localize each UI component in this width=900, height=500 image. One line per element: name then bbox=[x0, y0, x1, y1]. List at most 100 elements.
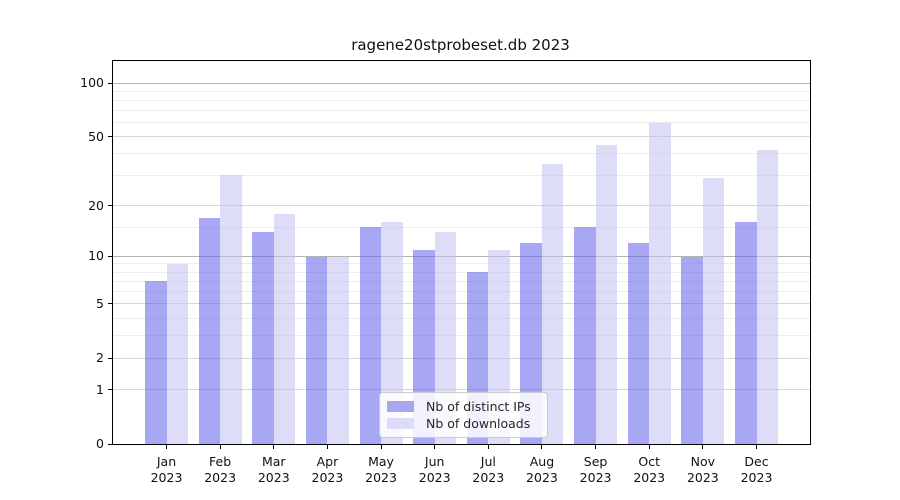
x-label-year: 2023 bbox=[472, 470, 505, 485]
x-label-month: Oct bbox=[638, 454, 661, 469]
bar-distinct-ips-oct bbox=[627, 243, 650, 444]
bar-distinct-ips-mar bbox=[252, 232, 274, 444]
y-tick-label: 2 bbox=[96, 350, 104, 366]
y-tick-mark bbox=[108, 443, 112, 445]
x-tick-label: Oct 2023 bbox=[619, 454, 679, 486]
x-tick-label: Jun 2023 bbox=[405, 454, 465, 486]
gridline-minor bbox=[113, 263, 810, 265]
gridline-major bbox=[113, 303, 810, 305]
x-tick-mark bbox=[487, 445, 489, 449]
y-tick-mark bbox=[108, 82, 112, 84]
x-label-year: 2023 bbox=[150, 470, 183, 485]
x-tick-mark bbox=[273, 445, 275, 449]
bar-downloads-dec bbox=[756, 149, 778, 444]
x-tick-mark bbox=[219, 445, 221, 449]
x-label-year: 2023 bbox=[418, 470, 451, 485]
x-label-year: 2023 bbox=[686, 470, 719, 485]
y-tick-label: 1 bbox=[96, 381, 104, 397]
gridline-minor bbox=[113, 280, 810, 282]
x-label-year: 2023 bbox=[311, 470, 344, 485]
x-label-year: 2023 bbox=[740, 470, 773, 485]
x-tick-mark bbox=[756, 445, 757, 449]
gridline-major bbox=[113, 255, 810, 257]
gridline-minor bbox=[113, 291, 810, 293]
bar-distinct-ips-apr bbox=[305, 256, 328, 444]
bar-downloads-jan bbox=[166, 263, 188, 444]
x-tick-mark bbox=[702, 445, 704, 449]
x-tick-mark bbox=[541, 445, 543, 449]
bar-downloads-may bbox=[381, 222, 403, 444]
bar-downloads-nov bbox=[702, 178, 725, 444]
bar-distinct-ips-feb bbox=[198, 217, 221, 444]
legend-swatch-distinct-ips bbox=[387, 401, 414, 412]
legend: Nb of distinct IPs Nb of downloads bbox=[379, 392, 548, 438]
x-label-month: Feb bbox=[209, 454, 232, 469]
x-tick-label: Jan 2023 bbox=[137, 454, 197, 486]
plot-area: Nb of distinct IPs Nb of downloads bbox=[112, 60, 811, 445]
bar-downloads-jun bbox=[434, 232, 457, 444]
x-tick-label: May 2023 bbox=[351, 454, 411, 486]
gridline-minor bbox=[113, 174, 810, 176]
y-tick-mark bbox=[108, 389, 112, 391]
legend-label-distinct-ips: Nb of distinct IPs bbox=[426, 399, 531, 414]
x-label-year: 2023 bbox=[257, 470, 290, 485]
legend-item: Nb of downloads bbox=[387, 415, 541, 432]
gridline-minor bbox=[113, 335, 810, 337]
x-tick-label: Nov 2023 bbox=[673, 454, 733, 486]
gridline-minor bbox=[113, 110, 810, 112]
x-label-month: Mar bbox=[261, 454, 286, 469]
x-label-month: Aug bbox=[529, 454, 555, 469]
bar-downloads-oct bbox=[649, 122, 671, 444]
gridline-minor bbox=[113, 122, 810, 124]
x-label-month: Apr bbox=[316, 454, 339, 469]
x-tick-label: Feb 2023 bbox=[190, 454, 250, 486]
x-tick-label: Aug 2023 bbox=[512, 454, 572, 486]
x-tick-label: Mar 2023 bbox=[244, 454, 304, 486]
gridline-minor bbox=[113, 99, 810, 101]
x-tick-label: Dec 2023 bbox=[727, 454, 787, 486]
bar-downloads-aug bbox=[541, 163, 564, 444]
x-tick-label: Apr 2023 bbox=[297, 454, 357, 486]
x-label-year: 2023 bbox=[365, 470, 397, 485]
x-label-month: Nov bbox=[690, 454, 716, 469]
y-tick-mark bbox=[108, 357, 112, 359]
x-label-year: 2023 bbox=[204, 470, 237, 485]
bar-distinct-ips-sep bbox=[574, 227, 596, 444]
x-tick-mark bbox=[166, 445, 167, 449]
gridline-major bbox=[113, 82, 810, 84]
x-tick-mark bbox=[648, 445, 650, 449]
bar-distinct-ips-nov bbox=[681, 256, 703, 444]
y-tick-mark bbox=[108, 255, 112, 257]
y-tick-label: 0 bbox=[96, 436, 104, 451]
gridline-major bbox=[113, 136, 810, 138]
y-tick-mark bbox=[108, 205, 112, 207]
bar-distinct-ips-dec bbox=[735, 222, 757, 444]
legend-swatch-downloads bbox=[387, 418, 414, 429]
x-label-month: Jan bbox=[156, 454, 177, 469]
x-label-year: 2023 bbox=[526, 470, 558, 485]
bar-distinct-ips-jan bbox=[145, 281, 167, 444]
legend-label-downloads: Nb of downloads bbox=[426, 416, 531, 431]
bar-downloads-feb bbox=[220, 175, 242, 444]
x-tick-mark bbox=[434, 445, 436, 449]
gridline-minor bbox=[113, 153, 810, 155]
gridline-major bbox=[113, 357, 810, 359]
bar-distinct-ips-may bbox=[359, 227, 382, 444]
bar-downloads-mar bbox=[273, 213, 296, 444]
y-tick-label: 100 bbox=[80, 75, 104, 91]
y-tick-label: 20 bbox=[88, 197, 104, 213]
x-label-month: Sep bbox=[583, 454, 608, 469]
x-label-month: Dec bbox=[744, 454, 769, 469]
x-tick-mark bbox=[380, 445, 382, 449]
y-tick-label: 50 bbox=[88, 128, 104, 144]
gridline-major bbox=[113, 389, 810, 391]
x-label-month: May bbox=[368, 454, 394, 469]
y-tick-label: 10 bbox=[88, 248, 104, 264]
y-tick-mark bbox=[108, 303, 112, 305]
x-tick-mark bbox=[326, 445, 328, 449]
x-tick-label: Sep 2023 bbox=[566, 454, 626, 486]
legend-item: Nb of distinct IPs bbox=[387, 398, 541, 415]
x-label-month: Jul bbox=[480, 454, 496, 469]
bar-downloads-sep bbox=[595, 144, 618, 444]
